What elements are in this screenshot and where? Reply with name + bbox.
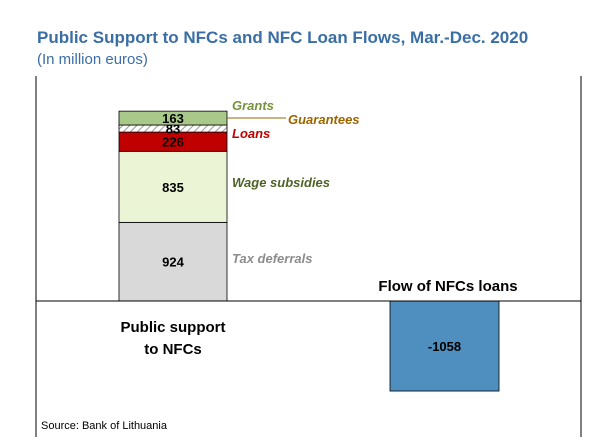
data-label-flow-of-nfcs-loans: -1058: [428, 339, 461, 354]
data-label-grants: 163: [162, 111, 184, 126]
series-label-loans: Loans: [232, 126, 270, 141]
category-label-public-support-line2: to NFCs: [144, 341, 202, 358]
bar-segment-flow-of-nfcs-loans: [389, 300, 500, 392]
data-label-loans: 226: [162, 135, 184, 150]
data-label-wage-subsidies: 835: [162, 180, 184, 195]
chart-subtitle: (In million euros): [37, 51, 148, 68]
category-label-public-support-line1: Public support: [121, 319, 226, 336]
source-note: Source: Bank of Lithuania: [41, 420, 167, 432]
series-label-guarantees: Guarantees: [288, 112, 360, 127]
category-label-flow-of-nfcs-loans: Flow of NFCs loans: [378, 278, 517, 295]
series-label-tax-deferrals: Tax deferrals: [232, 251, 312, 266]
bar-segment-tax-deferrals: [118, 221, 228, 302]
series-label-wage-subsidies: Wage subsidies: [232, 175, 330, 190]
series-label-grants: Grants: [232, 98, 274, 113]
data-label-tax-deferrals: 924: [162, 255, 184, 270]
chart-title: Public Support to NFCs and NFC Loan Flow…: [37, 28, 529, 47]
